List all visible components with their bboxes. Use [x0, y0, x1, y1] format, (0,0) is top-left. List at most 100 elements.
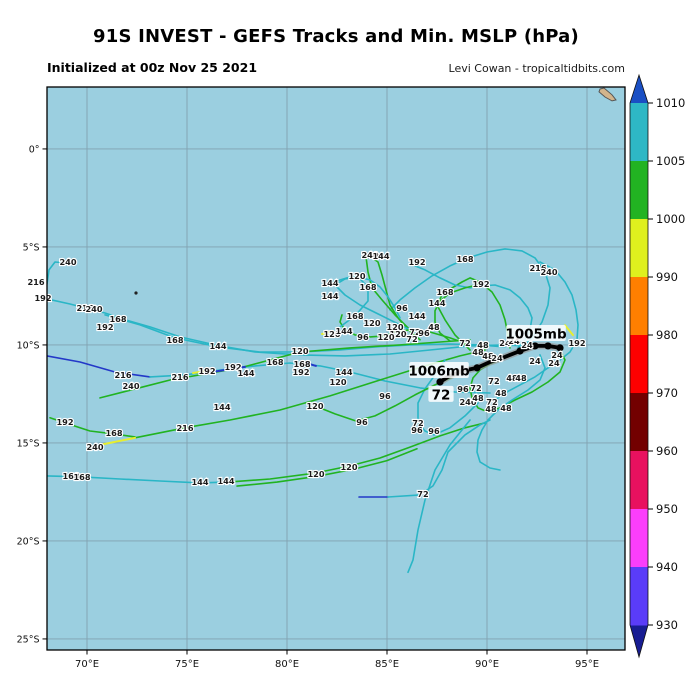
- hour-label: 144: [335, 367, 352, 377]
- hour-label: 72: [417, 489, 428, 499]
- hour-label: 72: [459, 338, 470, 348]
- hour-label: 120: [291, 346, 308, 356]
- mean-track-dot: [531, 342, 539, 350]
- mean-label-box: [506, 324, 566, 341]
- hour-label: 192: [96, 322, 113, 332]
- x-tick-label: 85°E: [375, 659, 399, 670]
- hour-label: 72: [412, 418, 423, 428]
- hour-label: 120: [340, 462, 357, 472]
- ensemble-track-cyan: [329, 275, 369, 328]
- sumatra-island: [598, 87, 617, 102]
- hour-label: 96: [357, 332, 369, 342]
- hour-label: 240: [122, 381, 139, 391]
- mean-label-box: [428, 385, 454, 402]
- x-tick-label: 95°E: [575, 659, 599, 670]
- hour-label: 144: [321, 291, 338, 301]
- hour-labels: 2402161922162401681921681441202162402161…: [26, 249, 586, 500]
- ensemble-track-cyan: [389, 248, 551, 352]
- hour-label: 192: [292, 367, 309, 377]
- x-tick-label: 90°E: [475, 659, 499, 670]
- mean-label: 1006mb: [408, 364, 470, 380]
- hour-label: 24: [491, 353, 503, 363]
- mean-track-dot: [473, 364, 481, 372]
- hour-label: 96: [428, 426, 440, 436]
- y-tick-label: 0°: [29, 144, 40, 155]
- hour-label: 192: [198, 366, 215, 376]
- hour-label: 168: [456, 254, 473, 264]
- hour-label: 192: [408, 257, 425, 267]
- track-segment-blue: [199, 365, 246, 375]
- hour-label: 144: [213, 402, 230, 412]
- hour-label: 72: [409, 327, 420, 337]
- hour-label: 96: [418, 328, 430, 338]
- hour-label: 144: [408, 311, 425, 321]
- mean-track-dot: [436, 378, 444, 386]
- colorbar-tick-label: 990: [656, 270, 678, 284]
- colorbar-segment-970: [630, 335, 648, 394]
- mslp-colorbar: 1010 1005 1000 990 980 970 960 950 940 930: [629, 73, 685, 659]
- hour-label: 168: [346, 311, 363, 321]
- hour-label: 120: [363, 318, 380, 328]
- hour-label: 240: [459, 397, 476, 407]
- colorbar-segment-1000: [630, 161, 648, 220]
- credit-label: Levi Cowan - tropicaltidbits.com: [448, 62, 625, 75]
- colorbar-tick-label: 960: [656, 444, 678, 458]
- hour-label: 168: [105, 428, 122, 438]
- map-border: [46, 86, 626, 651]
- colorbar-segment-950: [630, 451, 648, 510]
- hour-label: 48: [506, 373, 518, 383]
- ensemble-track-cyan: [407, 419, 471, 574]
- x-tick-label: 70°E: [75, 659, 99, 670]
- hour-label: 168: [293, 359, 310, 369]
- hour-label: 168: [73, 472, 90, 482]
- hour-label: 192: [568, 338, 585, 348]
- hour-label: 216: [171, 372, 188, 382]
- colorbar-under-arrow: [630, 625, 648, 657]
- mean-label: 72: [432, 387, 451, 403]
- hour-label: 168: [166, 335, 183, 345]
- ensemble-track-cyan: [494, 261, 579, 401]
- y-tick-label: 20°S: [17, 536, 40, 547]
- ensemble-track-cyan: [47, 261, 67, 285]
- hour-label: 120: [329, 377, 346, 387]
- ensemble-track-cyan: [417, 359, 479, 436]
- hour-label: 144: [191, 477, 208, 487]
- hour-label: 72: [486, 397, 497, 407]
- hour-label: 24: [521, 340, 533, 350]
- hour-label: 48: [428, 322, 440, 332]
- track-segment-yellow: [564, 324, 574, 337]
- colorbar-tick-label: 950: [656, 502, 678, 516]
- colorbar-segment-940: [630, 509, 648, 568]
- hour-label: 72: [470, 383, 481, 393]
- hour-label: 240: [361, 250, 378, 260]
- mean-track-dot: [544, 342, 552, 350]
- hour-label: 240: [86, 442, 103, 452]
- ensemble-track-green: [365, 256, 421, 341]
- ensemble-track-cyan: [387, 419, 491, 498]
- y-tick-label: 25°S: [17, 634, 40, 645]
- x-tick-label: 75°E: [175, 659, 199, 670]
- hour-label: 216: [114, 370, 131, 380]
- y-tick-label: 10°S: [17, 340, 40, 351]
- hour-label: 120: [389, 329, 406, 339]
- hour-label: 144: [335, 326, 352, 336]
- colorbar-tick-label: 930: [656, 618, 678, 632]
- colorbar-segment-1005: [630, 103, 648, 162]
- x-tick-label: 80°E: [275, 659, 299, 670]
- colorbar-tick-label: 1010: [656, 96, 685, 110]
- colorbar-segment-980: [630, 277, 648, 336]
- hour-label: 216: [529, 263, 546, 273]
- y-tick-label: 5°S: [23, 242, 40, 253]
- diego-garcia-island: [134, 291, 138, 295]
- hour-label: 144: [428, 298, 445, 308]
- ensemble-track-green: [229, 422, 486, 483]
- hour-label: 168: [266, 357, 283, 367]
- hour-label: 96: [356, 417, 368, 427]
- hour-label: 192: [34, 293, 51, 303]
- ensemble-track-green: [469, 349, 566, 413]
- ensemble-track-green: [49, 416, 136, 438]
- hour-label: 168: [109, 314, 126, 324]
- hour-label: 48: [485, 404, 497, 414]
- ensemble-track-cyan: [47, 475, 231, 484]
